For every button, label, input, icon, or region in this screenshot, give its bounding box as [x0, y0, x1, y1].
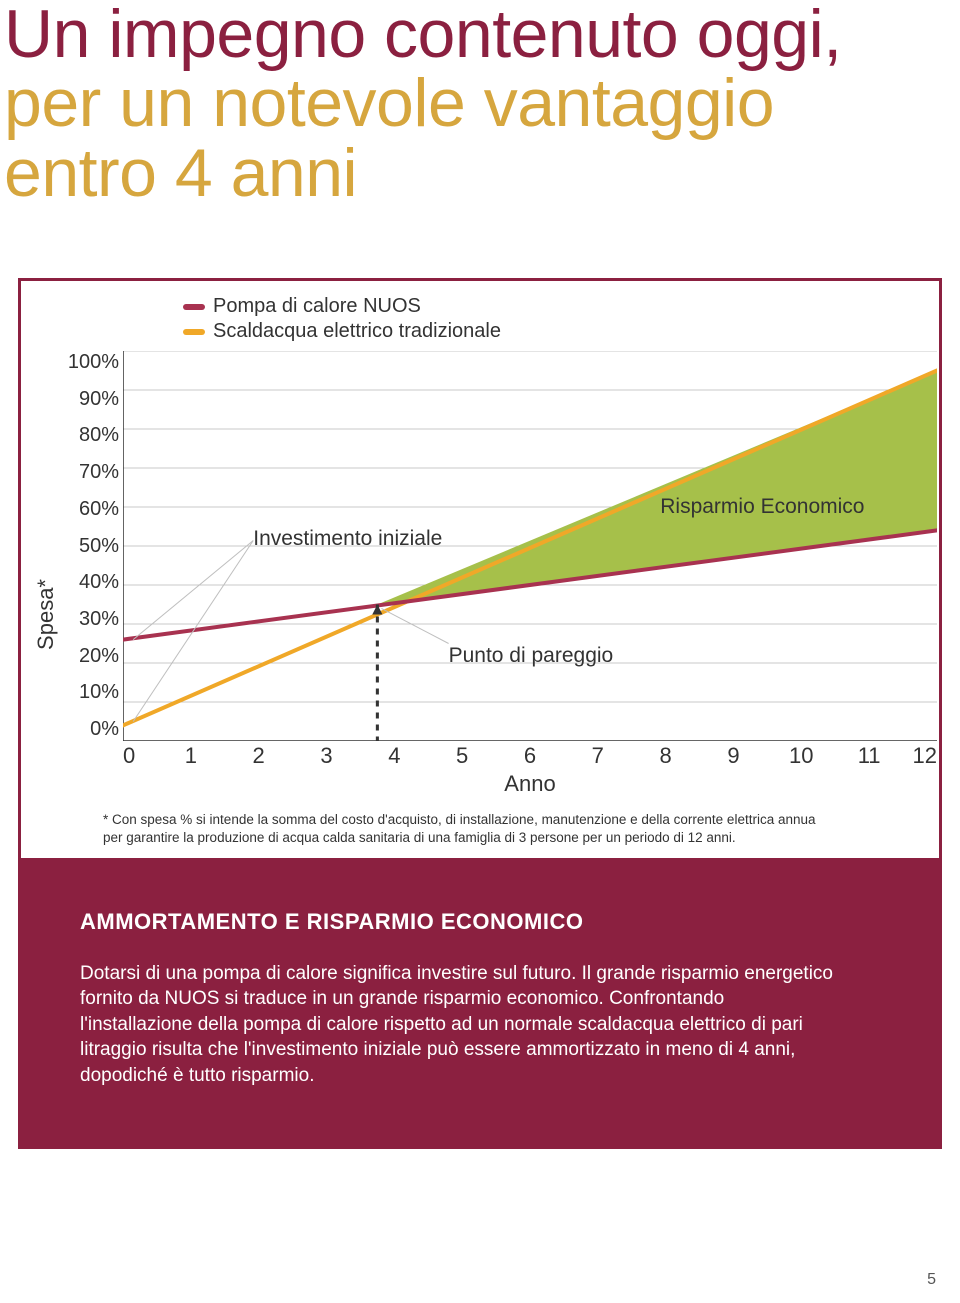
chart-footnote: * Con spesa % si intende la somma del co… — [103, 811, 823, 847]
band-body: Dotarsi di una pompa di calore significa… — [80, 961, 840, 1089]
y-tick: 80% — [65, 424, 119, 447]
legend-swatch-trad — [183, 329, 205, 335]
y-tick: 0% — [65, 718, 119, 741]
legend-label-nuos: Pompa di calore NUOS — [213, 295, 421, 318]
legend-item-nuos: Pompa di calore NUOS — [183, 295, 937, 318]
y-tick: 30% — [65, 608, 119, 631]
y-tick: 100% — [65, 351, 119, 374]
y-tick: 20% — [65, 645, 119, 668]
info-band: AMMORTAMENTO E RISPARMIO ECONOMICO Dotar… — [18, 861, 942, 1149]
x-tick: 10 — [767, 743, 835, 769]
y-tick: 70% — [65, 461, 119, 484]
x-tick: 4 — [360, 743, 428, 769]
x-tick: 12 — [903, 743, 937, 769]
x-tick: 11 — [835, 743, 903, 769]
title-line-3: entro 4 anni — [4, 139, 940, 208]
chart-svg — [123, 351, 937, 741]
chart-frame: Pompa di calore NUOS Scaldacqua elettric… — [18, 278, 942, 860]
legend-item-trad: Scaldacqua elettrico tradizionale — [183, 320, 937, 343]
x-tick: 5 — [428, 743, 496, 769]
y-axis-ticks: 100% 90% 80% 70% 60% 50% 40% 30% 20% 10% 0% — [65, 351, 123, 741]
x-axis-ticks: 0123456789101112 — [123, 743, 937, 769]
x-tick: 6 — [496, 743, 564, 769]
y-tick: 40% — [65, 571, 119, 594]
y-tick: 60% — [65, 498, 119, 521]
page-number: 5 — [927, 1271, 936, 1289]
x-tick: 7 — [564, 743, 632, 769]
x-tick: 0 — [123, 743, 157, 769]
page-title-block: Un impegno contenuto oggi, per un notevo… — [0, 0, 960, 248]
y-tick: 10% — [65, 681, 119, 704]
title-line-1: Un impegno contenuto oggi, — [4, 0, 940, 69]
legend-swatch-nuos — [183, 304, 205, 310]
x-tick: 3 — [293, 743, 361, 769]
x-axis-label: Anno — [123, 771, 937, 797]
chart-legend: Pompa di calore NUOS Scaldacqua elettric… — [183, 295, 937, 343]
legend-label-trad: Scaldacqua elettrico tradizionale — [213, 320, 501, 343]
x-tick: 8 — [632, 743, 700, 769]
y-tick: 90% — [65, 388, 119, 411]
annotation-risparmio: Risparmio Economico — [660, 495, 864, 519]
x-tick: 2 — [225, 743, 293, 769]
x-tick: 1 — [157, 743, 225, 769]
y-axis-label: Spesa* — [33, 499, 59, 650]
band-title: AMMORTAMENTO E RISPARMIO ECONOMICO — [80, 909, 880, 935]
y-tick: 50% — [65, 535, 119, 558]
chart-plot-area: Investimento iniziale Punto di pareggio … — [123, 351, 937, 741]
annotation-pareggio: Punto di pareggio — [449, 644, 614, 668]
title-line-2: per un notevole vantaggio — [4, 69, 940, 138]
x-tick: 9 — [700, 743, 768, 769]
annotation-investimento: Investimento iniziale — [253, 527, 442, 551]
